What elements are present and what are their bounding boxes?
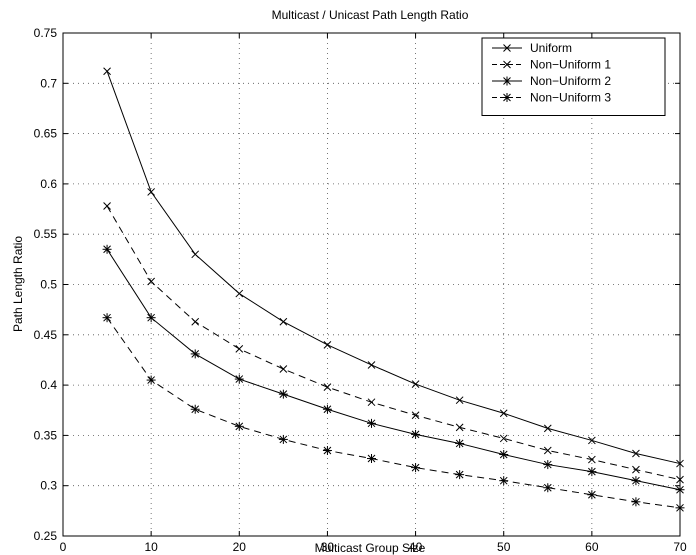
data-point (455, 470, 465, 480)
data-point (322, 404, 332, 414)
data-point (234, 421, 244, 431)
data-point (102, 313, 112, 323)
legend-box (481, 37, 666, 116)
legend-entry: Uniform (492, 41, 572, 55)
y-axis-label: Path Length Ratio (11, 236, 25, 332)
legend-label: Non−Uniform 1 (530, 58, 611, 72)
series-4 (102, 313, 685, 513)
data-point (411, 380, 420, 388)
x-axis-label: Multicast Group Size (315, 541, 426, 555)
data-point (499, 409, 508, 418)
data-point (323, 383, 332, 391)
legend-label: Uniform (530, 41, 572, 55)
data-point (588, 436, 596, 445)
series-line (106, 71, 681, 465)
data-point (279, 365, 288, 373)
y-tick-label: 0.6 (40, 177, 57, 191)
data-point (367, 398, 376, 407)
x-tick-label: 20 (233, 540, 247, 554)
data-point (235, 289, 244, 298)
data-point (543, 424, 552, 433)
data-point (190, 349, 200, 359)
data-point (499, 450, 509, 460)
data-point (499, 434, 508, 443)
data-point (588, 455, 596, 464)
data-point (543, 446, 552, 455)
data-point (411, 463, 421, 473)
y-tick-label: 0.35 (34, 428, 58, 442)
y-tick-label: 0.7 (40, 76, 57, 90)
data-point (455, 396, 464, 405)
data-point (147, 188, 155, 196)
data-point (543, 460, 553, 470)
series-layer (102, 67, 685, 513)
series-3 (102, 244, 685, 495)
data-point (190, 404, 200, 414)
axis-ticks: 0 10 20 30 40 50 60 70 0.25 0.3 0.35 0.4 0.45 0.5 0.55… (34, 26, 687, 554)
data-point (631, 476, 641, 486)
series-line (106, 205, 681, 481)
legend-entry: Non−Uniform 1 (492, 58, 611, 72)
data-point (455, 438, 465, 448)
series-2 (103, 202, 684, 484)
data-point (367, 454, 376, 464)
legend-marker (502, 76, 512, 86)
data-point (235, 345, 244, 353)
data-point (587, 490, 597, 500)
x-tick-label: 0 (60, 540, 67, 554)
legend: Uniform Non−Uniform 1 Non−Uniform 2 Non−Uni… (481, 37, 666, 116)
data-point (102, 244, 112, 254)
data-point (146, 313, 156, 323)
data-point (411, 411, 420, 420)
x-tick-label: 40 (409, 540, 423, 554)
y-tick-label: 0.5 (40, 278, 57, 292)
data-point (632, 449, 640, 458)
data-point (587, 467, 597, 477)
legend-marker (503, 60, 511, 69)
y-tick-label: 0.45 (34, 328, 58, 342)
data-point (103, 202, 111, 210)
legend-label: Non−Uniform 3 (530, 91, 611, 105)
data-point (147, 277, 155, 286)
legend-entry: Non−Uniform 2 (492, 74, 611, 88)
data-point (632, 465, 640, 474)
data-point (411, 429, 421, 439)
data-point (146, 375, 156, 385)
x-tick-label: 10 (144, 540, 158, 554)
legend-marker (502, 93, 512, 102)
x-tick-label: 50 (497, 540, 511, 554)
data-point (322, 445, 332, 455)
data-point (367, 418, 376, 428)
legend-entry: Non−Uniform 3 (492, 91, 611, 105)
data-point (499, 476, 509, 486)
series-line (106, 317, 681, 509)
y-tick-label: 0.3 (40, 479, 57, 493)
series-line (106, 249, 681, 491)
data-point (367, 361, 376, 369)
y-tick-label: 0.65 (34, 127, 58, 141)
y-tick-label: 0.25 (34, 529, 58, 543)
data-point (323, 341, 332, 349)
data-point (278, 434, 288, 444)
series-1 (103, 67, 684, 468)
y-tick-label: 0.4 (40, 378, 57, 392)
data-point (279, 317, 288, 326)
chart-title: Multicast / Unicast Path Length Ratio (272, 8, 469, 22)
data-point (103, 67, 111, 76)
x-tick-label: 70 (673, 540, 687, 554)
data-point (543, 483, 553, 493)
data-point (278, 389, 288, 399)
legend-marker (503, 44, 511, 52)
x-tick-label: 30 (321, 540, 335, 554)
y-tick-label: 0.75 (34, 26, 58, 40)
y-tick-label: 0.55 (34, 227, 58, 241)
data-point (631, 497, 641, 507)
x-tick-label: 60 (585, 540, 599, 554)
legend-label: Non−Uniform 2 (530, 74, 611, 88)
data-point (234, 374, 244, 384)
data-point (455, 423, 464, 432)
data-point (191, 317, 200, 326)
data-point (191, 250, 200, 259)
